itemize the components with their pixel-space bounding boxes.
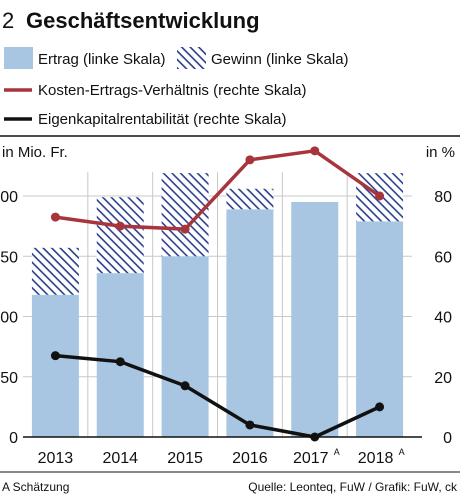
bar-gewinn <box>96 197 144 274</box>
left-tick-label: 0 <box>9 430 18 447</box>
bar-gewinn <box>226 188 274 210</box>
x-tick-label: 2018 <box>358 450 394 467</box>
x-tick-label: 2015 <box>167 450 203 467</box>
point-roe <box>375 402 385 412</box>
right-tick-label: 40 <box>434 310 452 327</box>
legend-label-cir: Kosten-Ertrags-Verhältnis (rechte Skala) <box>38 82 306 99</box>
point-roe <box>245 420 255 430</box>
bar-ertrag <box>226 209 274 437</box>
figure-number: 2 <box>2 8 14 33</box>
bar-ertrag <box>31 294 79 437</box>
line-roe <box>55 353 381 439</box>
x-tick-superscript: A <box>334 447 340 457</box>
line-cir <box>55 149 381 231</box>
bar-gewinn <box>31 247 79 295</box>
legend-swatch-gewinn <box>177 47 206 69</box>
x-tick-label: 2014 <box>102 450 138 467</box>
source-note: Quelle: Leonteq, FuW / Grafik: FuW, ck <box>248 480 458 494</box>
point-cir <box>245 155 255 165</box>
point-roe <box>180 381 190 391</box>
left-tick-label: 50 <box>0 370 18 387</box>
legend-swatch-ertrag <box>4 47 33 69</box>
left-tick-label: 200 <box>0 189 18 206</box>
point-roe <box>115 357 125 367</box>
left-tick-label: 150 <box>0 249 18 266</box>
bar-gewinn <box>161 173 209 257</box>
bar-ertrag <box>161 256 209 437</box>
legend-label-ertrag: Ertrag (linke Skala) <box>38 51 166 68</box>
legend: Ertrag (linke Skala) Gewinn (linke Skala… <box>4 47 349 128</box>
point-roe <box>50 351 60 361</box>
point-cir <box>50 212 60 222</box>
point-cir <box>180 224 190 234</box>
bar-ertrag <box>96 273 144 437</box>
bar-ertrag <box>291 202 339 437</box>
chart-title: Geschäftsentwicklung <box>26 8 260 33</box>
right-tick-label: 0 <box>443 430 452 447</box>
x-tick-label: 2016 <box>232 450 268 467</box>
point-cir <box>310 146 320 156</box>
left-tick-label: 100 <box>0 310 18 327</box>
right-tick-label: 80 <box>434 189 452 206</box>
left-axis-unit: in Mio. Fr. <box>2 144 68 161</box>
footnote: A Schätzung <box>2 480 69 494</box>
bar-ertrag <box>356 221 404 437</box>
right-tick-label: 20 <box>434 370 452 387</box>
x-tick-superscript: A <box>399 447 405 457</box>
right-tick-label: 60 <box>434 249 452 266</box>
right-axis-unit: in % <box>426 144 455 161</box>
x-tick-label: 2017 <box>293 450 329 467</box>
point-cir <box>115 221 125 231</box>
legend-label-gewinn: Gewinn (linke Skala) <box>211 51 349 68</box>
x-tick-label: 2013 <box>38 450 74 467</box>
legend-label-roe: Eigenkapitalrentabilität (rechte Skala) <box>38 111 286 128</box>
point-cir <box>375 191 385 201</box>
